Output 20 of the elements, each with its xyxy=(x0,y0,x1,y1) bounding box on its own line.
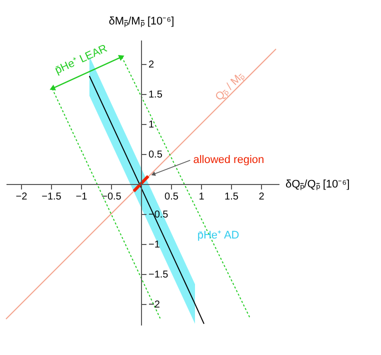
x-tick-label: 0.5 xyxy=(164,192,179,202)
y-tick-label: 2 xyxy=(148,60,154,70)
y-tick-label: 1 xyxy=(148,120,154,130)
x-tick-label: 1.5 xyxy=(224,192,239,202)
text: Qₚ̄ / Mₚ̄ xyxy=(213,70,246,104)
x-tick-label: −2 xyxy=(16,192,28,202)
x-tick-label: 2 xyxy=(258,192,265,202)
y-tick-label: −1.5 xyxy=(148,270,169,280)
x-tick-label: 1 xyxy=(198,192,205,202)
x-tick-label: −1.5 xyxy=(42,192,62,202)
y-axis-title: δMₚ̄/Mₚ̄ [10⁻⁶] xyxy=(108,16,174,28)
y-tick-label: −1 xyxy=(148,240,160,250)
y-tick-label: 1.5 xyxy=(148,90,163,100)
x-tick-label: −0.5 xyxy=(102,192,122,202)
annotation: allowed region xyxy=(193,154,264,166)
y-tick-label: −2 xyxy=(148,300,160,310)
text: p̄He⁺ AD xyxy=(197,230,240,242)
x-axis-title: δQₚ̄/Qₚ̄ [10⁻⁶] xyxy=(286,178,350,190)
x-tick-label: −1 xyxy=(76,192,88,202)
y-tick-label: 0.5 xyxy=(148,150,163,160)
